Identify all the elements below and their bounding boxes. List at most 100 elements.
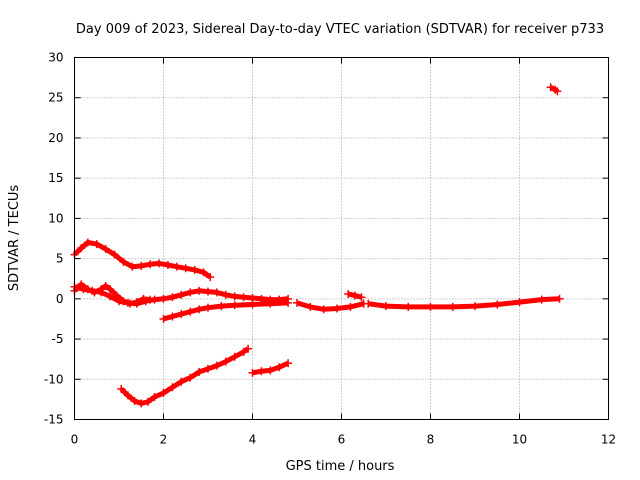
y-tick-label: 30	[48, 51, 63, 65]
data-point	[266, 366, 275, 375]
data-point	[275, 363, 284, 372]
data-point	[168, 312, 177, 321]
data-point	[163, 261, 172, 270]
data-point	[97, 285, 106, 294]
data-point	[137, 261, 146, 270]
data-point	[112, 291, 121, 300]
series-arc-dip	[117, 344, 253, 408]
data-point	[230, 292, 239, 301]
data-point	[126, 299, 135, 308]
data-point	[357, 293, 366, 302]
data-point	[146, 260, 155, 269]
data-point	[150, 392, 159, 401]
x-tick-label: 10	[512, 433, 527, 447]
data-point	[168, 293, 177, 302]
data-point	[199, 268, 208, 277]
data-point	[284, 359, 293, 368]
data-point	[155, 259, 164, 268]
data-point	[204, 287, 212, 296]
series-arc-lower-mid	[159, 298, 293, 323]
data-point	[204, 364, 212, 373]
data-point	[195, 305, 204, 314]
data-point	[168, 383, 177, 392]
data-point	[306, 302, 315, 311]
series-arc-mid	[293, 298, 368, 314]
x-axis-title: GPS time / hours	[286, 459, 395, 474]
data-point	[146, 295, 155, 304]
data-point	[186, 307, 195, 316]
data-point	[284, 298, 293, 307]
x-tick-label: 2	[160, 433, 168, 447]
data-point	[426, 302, 435, 311]
data-point	[448, 302, 457, 311]
x-tick-label: 8	[427, 433, 435, 447]
series-arc-bump	[70, 280, 155, 308]
data-point	[92, 240, 101, 249]
data-point	[186, 373, 195, 382]
x-tick-label: 12	[601, 433, 616, 447]
data-point	[230, 352, 239, 361]
data-point	[159, 388, 168, 397]
data-point	[77, 280, 86, 289]
data-point	[159, 314, 168, 323]
data-point	[83, 285, 92, 294]
y-tick-label: -5	[52, 332, 64, 346]
series-arc-dip-2	[248, 359, 293, 377]
y-tick-label: -15	[44, 413, 64, 427]
data-point	[212, 288, 221, 297]
x-tick-label: 0	[71, 433, 79, 447]
data-point	[221, 290, 230, 299]
data-point	[128, 262, 137, 271]
data-point	[101, 244, 110, 253]
y-axis-title: SDTVAR / TECUs	[7, 185, 22, 292]
data-point	[346, 302, 355, 311]
series-arc-upper	[70, 238, 215, 282]
grid	[74, 57, 609, 420]
data-point	[195, 286, 204, 295]
data-point	[119, 297, 128, 306]
data-point	[266, 299, 275, 308]
data-point	[83, 238, 92, 247]
series-trace	[162, 300, 289, 322]
data-point	[117, 384, 126, 393]
data-point	[555, 294, 564, 303]
data-point	[248, 368, 257, 377]
data-series	[70, 83, 564, 408]
data-point	[364, 299, 373, 308]
data-point	[190, 265, 199, 274]
y-tick-label: 20	[48, 131, 63, 145]
data-point	[172, 262, 181, 271]
data-point	[186, 288, 195, 297]
series-trace	[119, 346, 250, 406]
data-point	[248, 300, 257, 309]
series-trace	[72, 281, 151, 307]
series-arc-mid-upper	[344, 290, 366, 302]
data-point	[132, 298, 141, 307]
data-point	[404, 302, 413, 311]
data-point	[195, 368, 204, 377]
data-point	[106, 285, 115, 294]
data-point	[137, 399, 146, 408]
data-point	[382, 302, 390, 311]
data-point	[257, 294, 266, 303]
data-point	[239, 293, 248, 302]
data-point	[159, 294, 168, 303]
series-arc-long	[364, 294, 564, 311]
data-point	[177, 290, 186, 299]
data-point	[293, 298, 301, 307]
x-tick-label: 4	[249, 433, 257, 447]
data-point	[553, 87, 562, 96]
data-point	[139, 294, 148, 303]
data-point	[537, 295, 546, 304]
y-tick-label: 0	[56, 292, 64, 306]
data-point	[257, 367, 266, 376]
y-tick-label: -10	[44, 372, 64, 386]
series-trace	[367, 296, 560, 310]
data-point	[177, 377, 186, 386]
data-point	[101, 281, 110, 290]
data-point	[123, 391, 132, 400]
series-trace	[296, 300, 365, 312]
data-point	[221, 357, 230, 366]
data-point	[333, 304, 342, 313]
data-point	[206, 273, 215, 282]
